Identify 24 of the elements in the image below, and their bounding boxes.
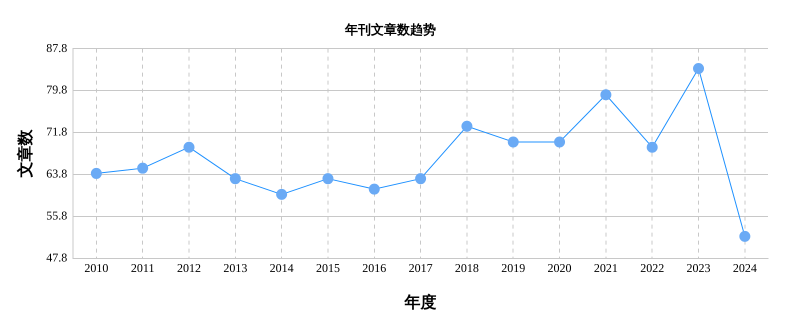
x-tick-label: 2017: [408, 260, 433, 275]
x-tick-label: 2019: [501, 260, 526, 275]
x-tick-label: 2015: [316, 260, 340, 275]
x-tick-label: 2020: [548, 260, 572, 275]
x-tick-label: 2012: [177, 260, 201, 275]
x-tick-label: 2018: [454, 260, 479, 275]
y-tick-label: 47.8: [46, 250, 68, 265]
x-tick-label: 2011: [130, 260, 154, 275]
x-tick-label: 2022: [640, 260, 664, 275]
x-tick-label: 2016: [362, 260, 386, 275]
x-tick-label: 2014: [270, 260, 294, 275]
x-tick-label: 2024: [732, 260, 757, 275]
x-tick-label: 2023: [686, 260, 711, 275]
x-tick-label: 2013: [223, 260, 248, 275]
x-tick-label: 2021: [594, 260, 618, 275]
x-axis-title: 年度: [404, 292, 437, 312]
y-tick-label: 71.8: [46, 124, 68, 139]
y-axis-title: 文章数: [16, 128, 35, 178]
y-tick-label: 79.8: [46, 82, 68, 97]
x-tick-label: 2010: [84, 260, 108, 275]
chart-title: 年刊文章数趋势: [344, 22, 436, 38]
y-tick-label: 55.8: [46, 208, 68, 223]
y-tick-label: 87.8: [46, 40, 68, 55]
y-tick-label: 63.8: [46, 166, 68, 181]
